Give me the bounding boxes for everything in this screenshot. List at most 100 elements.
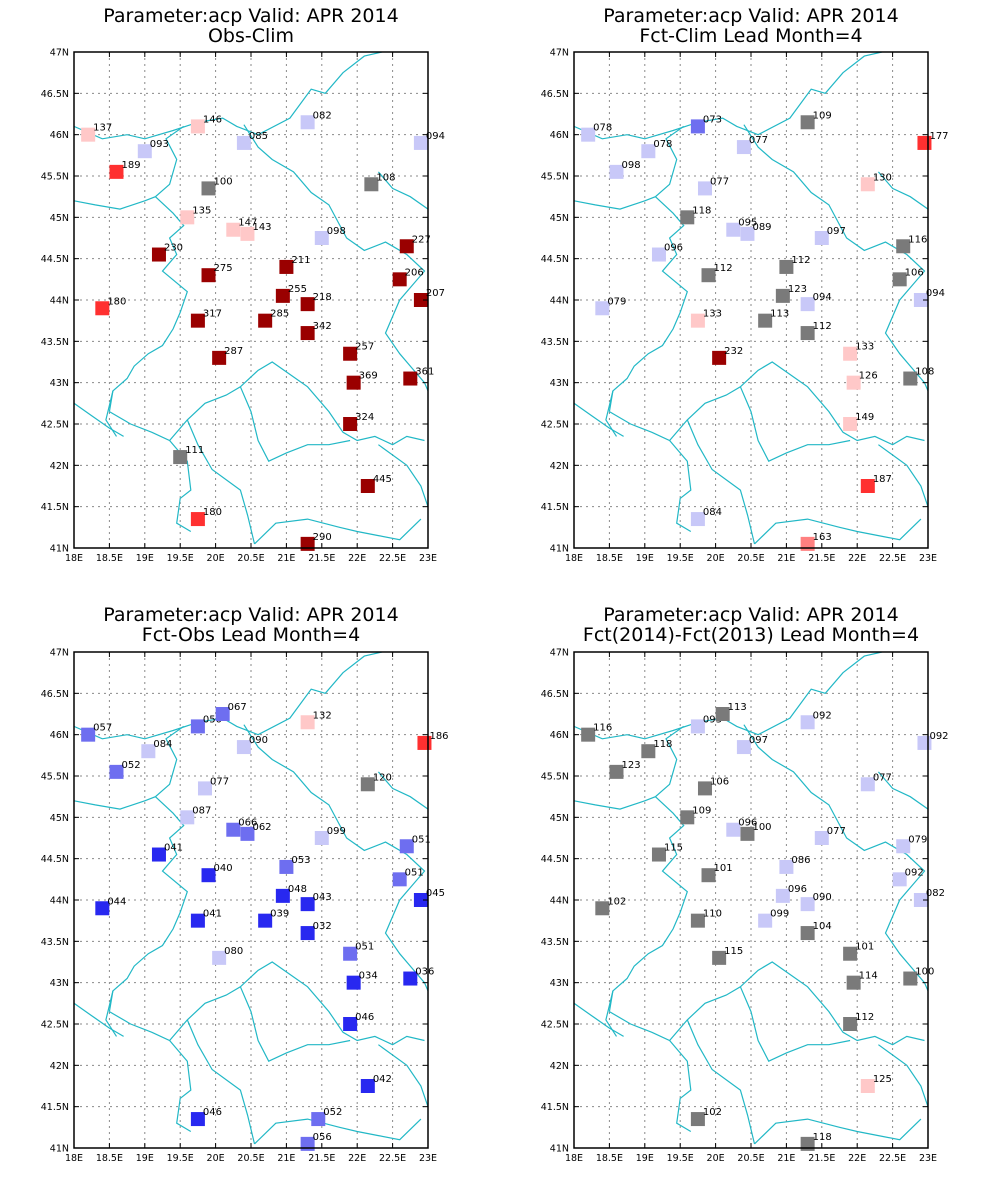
border-line — [878, 444, 928, 507]
border-line — [574, 1002, 624, 1037]
station-value-label: 100 — [214, 176, 233, 187]
station-value-label: 046 — [355, 1012, 374, 1023]
station-value-label: 115 — [724, 946, 743, 957]
x-tick-label: 20.5E — [237, 553, 264, 564]
station-value-label: 109 — [813, 110, 832, 121]
station-value-label: 255 — [288, 284, 307, 295]
border-line — [605, 390, 618, 437]
station-value-label: 096 — [738, 818, 757, 829]
border-line — [754, 518, 922, 545]
border-line — [74, 652, 383, 740]
axis-ticks: 18E 18.5E 19E 19.5E 20E 20.5E 21E 21.5E 22E 22.5E… — [41, 48, 437, 565]
y-tick-label: 41.5N — [41, 502, 69, 513]
station-value-label: 098 — [327, 226, 346, 237]
station-value-label: 369 — [359, 371, 378, 382]
station-value-label: 102 — [703, 1107, 722, 1118]
gridlines — [74, 52, 428, 548]
y-tick-label: 43N — [550, 978, 569, 989]
station-marker — [180, 810, 195, 825]
country-borders — [574, 652, 928, 1145]
station-marker — [701, 268, 716, 283]
y-tick-label: 43N — [50, 978, 69, 989]
station-value-label: 110 — [703, 909, 722, 920]
station-marker — [814, 831, 829, 845]
station-marker — [736, 140, 751, 155]
station-marker — [201, 268, 216, 283]
station-value-label: 116 — [908, 234, 927, 245]
y-tick-label: 47N — [50, 48, 69, 59]
station-marker — [860, 1079, 875, 1093]
station-marker — [95, 901, 110, 916]
border-line — [754, 1118, 922, 1145]
station-marker — [137, 144, 152, 159]
station-marker — [758, 913, 773, 928]
station-marker — [236, 740, 251, 755]
x-tick-label: 18.5E — [596, 1153, 623, 1164]
station-value-label: 084 — [703, 507, 722, 518]
border-line — [378, 1044, 428, 1107]
station-value-label: 056 — [313, 1132, 332, 1143]
station-value-label: 135 — [192, 205, 211, 216]
border-line — [743, 124, 928, 392]
station-marker — [360, 479, 375, 493]
station-value-label: 257 — [355, 342, 374, 353]
station-marker — [697, 781, 712, 796]
x-tick-label: 19.5E — [167, 553, 194, 564]
station-value-label: 036 — [415, 967, 434, 978]
station-value-label: 086 — [791, 855, 810, 866]
station-marker — [843, 1017, 858, 1031]
y-tick-label: 46.5N — [41, 89, 69, 100]
station-value-label: 126 — [859, 371, 878, 382]
station-marker — [690, 119, 705, 134]
y-tick-label: 44N — [550, 296, 569, 307]
station-value-label: 098 — [621, 160, 640, 171]
y-tick-label: 45N — [550, 213, 569, 224]
station-value-label: 118 — [692, 205, 711, 216]
station-marker — [680, 210, 695, 225]
x-tick-label: 21.5E — [308, 553, 335, 564]
station-marker — [240, 226, 255, 241]
x-tick-label: 21E — [277, 553, 295, 564]
border-line — [878, 1044, 928, 1107]
station-marker — [726, 222, 741, 237]
station-marker — [190, 119, 205, 134]
station-marker — [800, 297, 815, 312]
x-tick-label: 19E — [636, 1153, 654, 1164]
station-marker — [690, 313, 705, 328]
station-marker — [226, 822, 241, 837]
border-line — [74, 1002, 124, 1037]
y-tick-label: 46N — [550, 730, 569, 741]
y-tick-label: 45N — [550, 813, 569, 824]
station-marker — [300, 926, 315, 941]
y-tick-label: 44N — [550, 896, 569, 907]
y-tick-label: 46.5N — [541, 89, 569, 100]
border-line — [669, 440, 692, 533]
x-tick-label: 20.5E — [237, 1153, 264, 1164]
station-value-label: 092 — [929, 731, 948, 742]
station-marker — [690, 913, 705, 928]
station-value-label: 087 — [192, 805, 211, 816]
y-tick-label: 41.5N — [541, 502, 569, 513]
x-tick-label: 21E — [777, 1153, 795, 1164]
x-tick-label: 22.5E — [379, 553, 406, 564]
border-line — [243, 724, 428, 992]
station-marker — [690, 719, 705, 734]
station-value-label: 132 — [313, 710, 332, 721]
station-value-label: 361 — [415, 367, 434, 378]
y-tick-label: 42.5N — [541, 1020, 569, 1031]
station-marker — [201, 181, 216, 196]
station-value-label: 099 — [327, 826, 346, 837]
station-marker — [680, 810, 695, 825]
station-value-label: 186 — [429, 731, 448, 742]
border-line — [686, 1019, 756, 1145]
station-marker — [279, 259, 294, 274]
station-value-label: 062 — [252, 822, 271, 833]
station-value-label: 100 — [752, 822, 771, 833]
station-value-label: 163 — [813, 532, 832, 543]
y-tick-label: 45.5N — [41, 172, 69, 183]
station-marker — [814, 231, 829, 245]
border-line — [108, 196, 189, 412]
station-value-label: 146 — [203, 114, 222, 125]
station-marker — [690, 512, 705, 527]
station-value-label: 050 — [203, 714, 222, 725]
